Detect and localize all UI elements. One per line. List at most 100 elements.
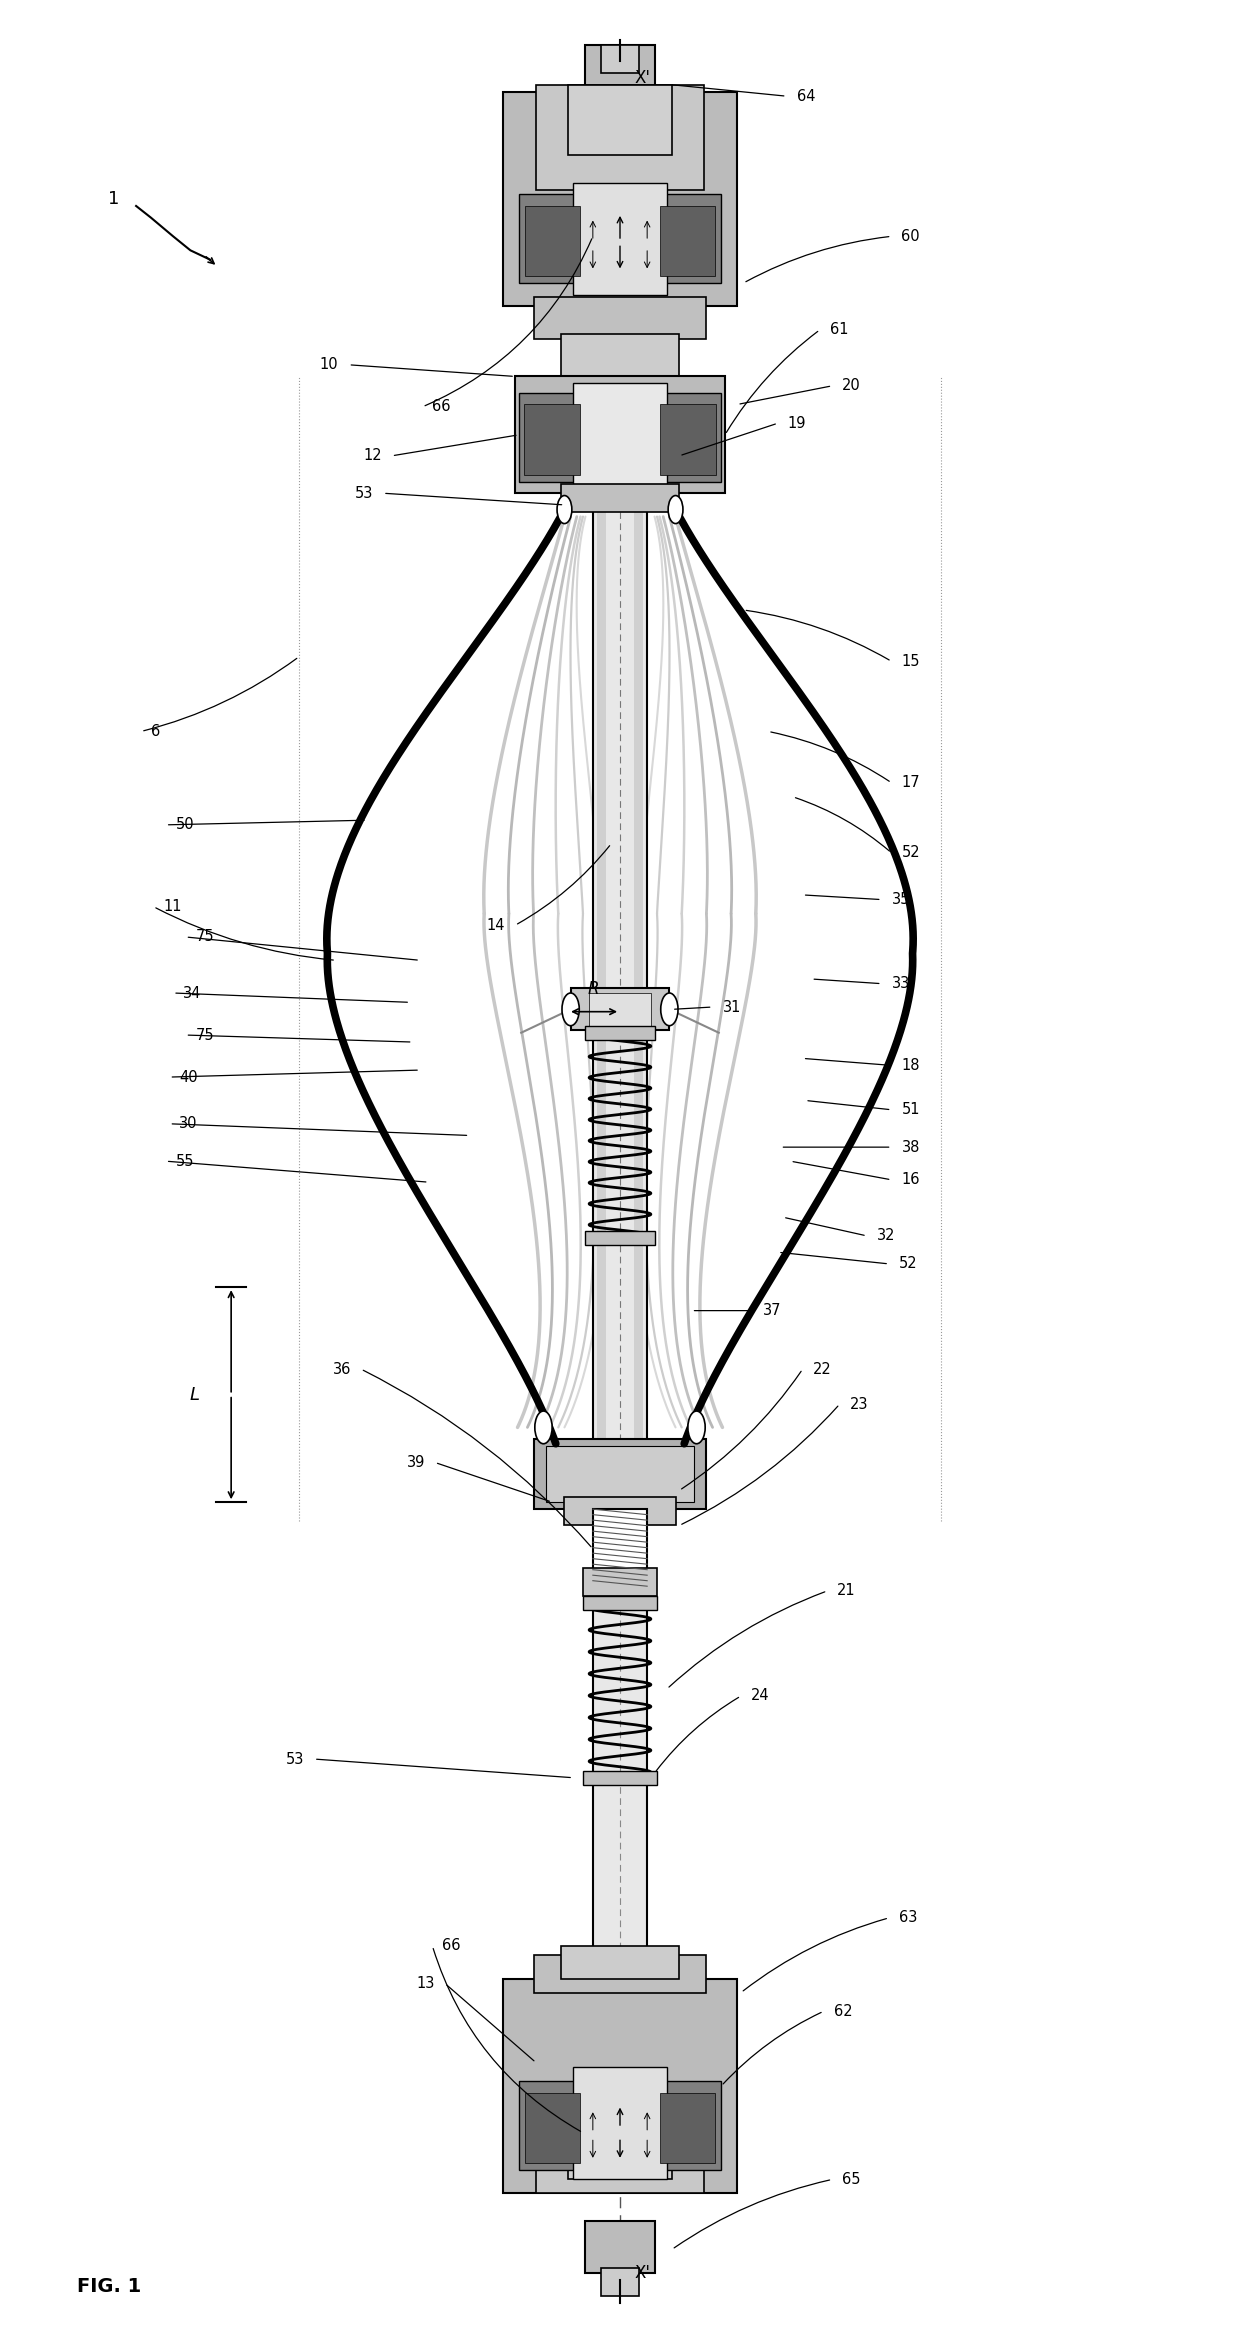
Text: 33: 33 xyxy=(892,976,910,990)
Text: 38: 38 xyxy=(901,1140,920,1154)
Text: 22: 22 xyxy=(812,1362,831,1377)
Text: 75: 75 xyxy=(196,929,215,943)
Text: FIG. 1: FIG. 1 xyxy=(77,2278,141,2297)
Bar xyxy=(560,485,680,513)
Bar xyxy=(589,993,651,1025)
Bar xyxy=(533,1440,707,1510)
Circle shape xyxy=(688,1412,706,1444)
Text: 20: 20 xyxy=(842,379,861,393)
Bar xyxy=(583,1568,657,1597)
Text: X': X' xyxy=(635,2264,651,2282)
Text: 6: 6 xyxy=(151,723,160,740)
Bar xyxy=(660,405,717,475)
Bar xyxy=(653,194,722,283)
Bar xyxy=(536,84,704,190)
Bar xyxy=(585,1025,655,1039)
Bar xyxy=(634,508,644,1475)
Text: 63: 63 xyxy=(899,1910,918,1924)
Text: 18: 18 xyxy=(901,1058,920,1072)
Bar xyxy=(568,84,672,155)
Text: 53: 53 xyxy=(285,1751,304,1767)
Text: 65: 65 xyxy=(842,2172,861,2186)
Bar xyxy=(653,2081,722,2170)
Bar xyxy=(593,1587,647,1964)
Text: 16: 16 xyxy=(901,1173,920,1187)
Text: 23: 23 xyxy=(849,1398,868,1412)
Bar xyxy=(653,393,722,482)
Text: R: R xyxy=(587,979,599,997)
Text: 61: 61 xyxy=(830,323,848,337)
Text: 51: 51 xyxy=(901,1103,920,1117)
Text: 40: 40 xyxy=(180,1070,198,1084)
Text: 36: 36 xyxy=(332,1362,351,1377)
Text: 11: 11 xyxy=(164,899,182,913)
Bar xyxy=(533,1955,707,1992)
Text: 21: 21 xyxy=(837,1583,856,1599)
Text: 52: 52 xyxy=(899,1257,918,1271)
Bar xyxy=(560,1945,680,1978)
Bar xyxy=(533,297,707,339)
Text: X': X' xyxy=(635,68,651,87)
Bar xyxy=(585,2222,655,2273)
Text: 19: 19 xyxy=(787,417,806,431)
Bar xyxy=(660,206,715,276)
Text: 64: 64 xyxy=(796,89,815,103)
Bar xyxy=(573,183,667,295)
Text: 66: 66 xyxy=(443,1938,461,1952)
Bar xyxy=(660,2093,715,2163)
Text: 50: 50 xyxy=(176,817,195,833)
Bar xyxy=(585,1231,655,1245)
Text: 32: 32 xyxy=(877,1229,895,1243)
Bar xyxy=(502,91,738,307)
Text: 55: 55 xyxy=(176,1154,195,1168)
Text: 39: 39 xyxy=(407,1454,425,1470)
Circle shape xyxy=(661,993,678,1025)
Bar xyxy=(601,2268,639,2297)
Bar xyxy=(518,393,587,482)
Text: 13: 13 xyxy=(417,1976,435,1990)
Bar xyxy=(593,1510,647,1587)
Bar xyxy=(546,1447,694,1503)
Text: 24: 24 xyxy=(751,1688,770,1704)
Bar xyxy=(601,44,639,73)
Circle shape xyxy=(534,1412,552,1444)
Bar xyxy=(585,44,655,96)
Bar xyxy=(560,335,680,382)
Bar xyxy=(525,206,580,276)
Text: L: L xyxy=(190,1386,200,1405)
Bar xyxy=(525,2093,580,2163)
Circle shape xyxy=(562,993,579,1025)
Text: 53: 53 xyxy=(355,485,373,501)
Circle shape xyxy=(668,496,683,524)
Bar xyxy=(523,405,580,475)
Bar xyxy=(583,1597,657,1611)
Text: 34: 34 xyxy=(184,986,201,1000)
Text: 75: 75 xyxy=(196,1028,215,1042)
Text: 60: 60 xyxy=(901,229,920,243)
Text: 37: 37 xyxy=(763,1304,781,1318)
Text: 66: 66 xyxy=(433,400,451,414)
Bar xyxy=(573,2067,667,2179)
Text: 62: 62 xyxy=(833,2004,852,2018)
Text: 15: 15 xyxy=(901,653,920,670)
Text: 10: 10 xyxy=(320,358,339,372)
Text: 35: 35 xyxy=(892,892,910,906)
Bar xyxy=(573,384,667,489)
Text: 17: 17 xyxy=(901,775,920,791)
Circle shape xyxy=(557,496,572,524)
Bar xyxy=(568,2109,672,2179)
Bar xyxy=(536,2088,704,2194)
Bar xyxy=(583,1770,657,1784)
Bar xyxy=(596,508,606,1475)
Text: 52: 52 xyxy=(901,845,920,861)
Bar xyxy=(593,503,647,1480)
Bar xyxy=(515,377,725,494)
Bar xyxy=(502,1978,738,2194)
Bar xyxy=(518,2081,587,2170)
Bar xyxy=(564,1498,676,1526)
Bar xyxy=(570,988,670,1030)
Text: 31: 31 xyxy=(723,1000,740,1014)
Text: 12: 12 xyxy=(363,449,382,464)
Text: 14: 14 xyxy=(486,918,505,932)
Text: 1: 1 xyxy=(108,190,119,208)
